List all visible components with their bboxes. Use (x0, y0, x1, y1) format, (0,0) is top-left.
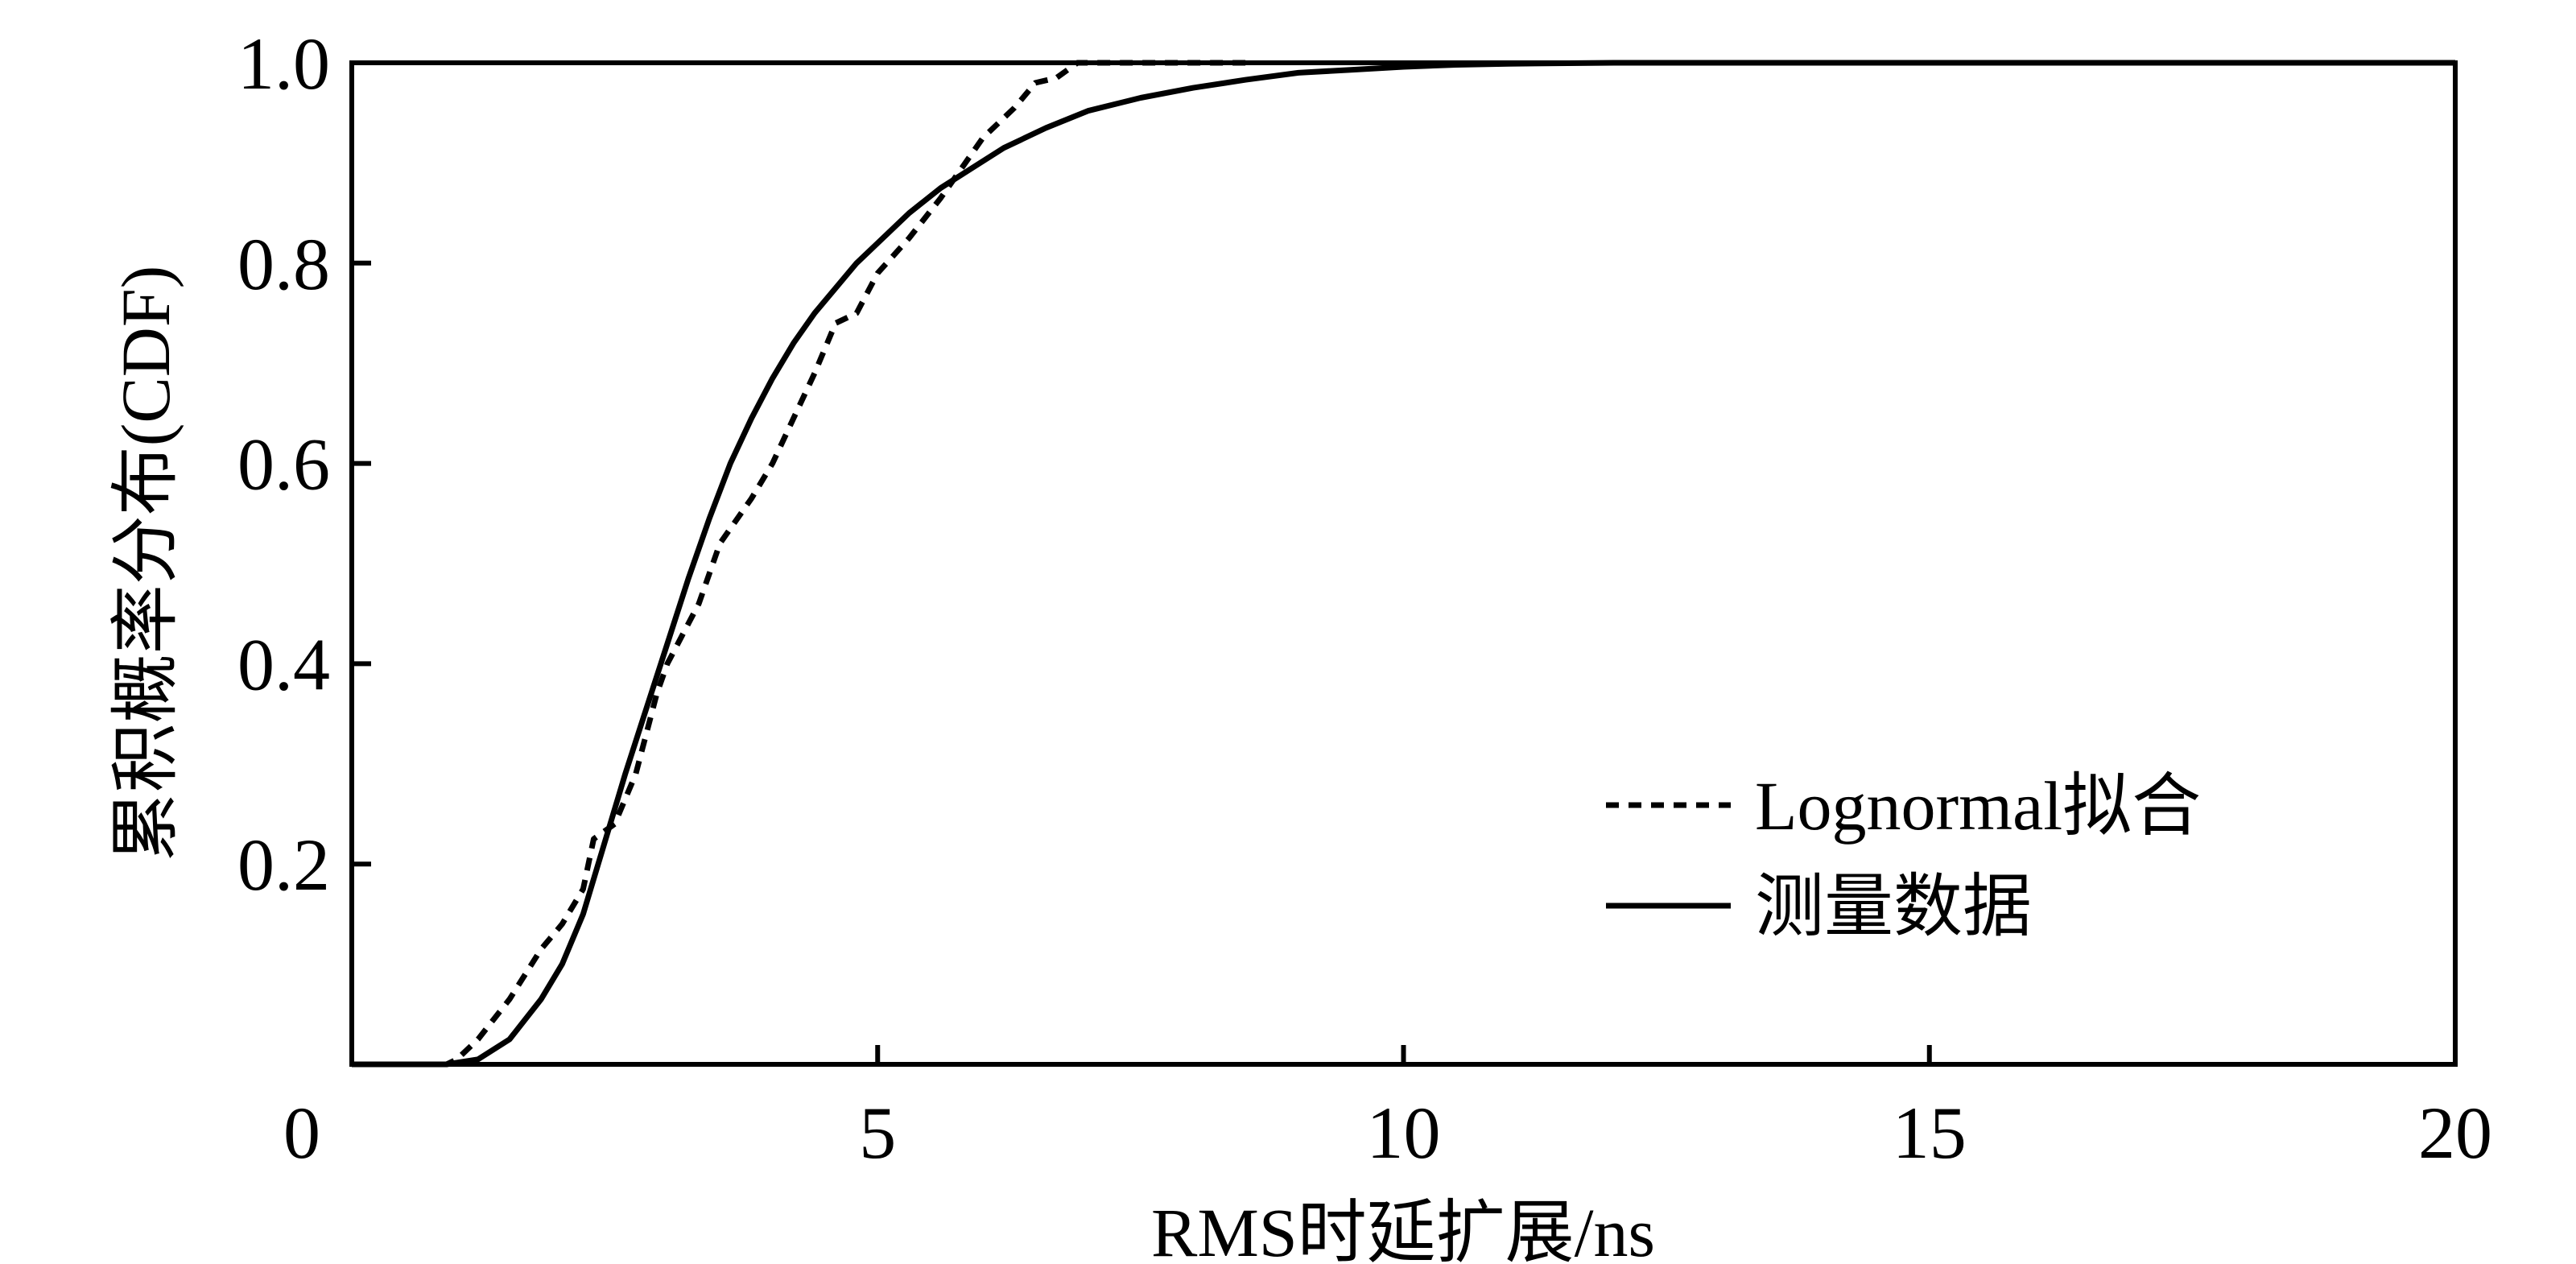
series-layer (352, 60, 2455, 1068)
plot-frame (349, 60, 2458, 1067)
series-line-measured-data (352, 60, 2455, 1068)
y-tick-label: 0.6 (237, 423, 330, 506)
legend-label-measured: 测量数据 (1755, 868, 2032, 945)
legend-label-lognormal: Lognormal拟合 (1755, 767, 2201, 845)
y-tick-label: 1.0 (237, 23, 330, 105)
series-line-lognormal-fit (352, 60, 1246, 1068)
y-tick-label: 0.8 (237, 223, 330, 305)
y-tick-label: 0.2 (237, 824, 330, 906)
x-tick-label: 20 (2418, 1092, 2492, 1174)
x-axis-title: RMS时延扩展/ns (1151, 1194, 1655, 1264)
y-axis-title: 累积概率分布(CDF) (107, 266, 184, 862)
legend: Lognormal拟合 测量数据 (1606, 767, 2201, 945)
x-tick-label: 10 (1367, 1092, 1441, 1174)
y-tick-label: 0.4 (237, 623, 330, 705)
tick-layer: 0 5 10 15 20 0.2 0.4 0.6 0.8 1.0 (237, 23, 2492, 1174)
x-tick-label: 15 (1893, 1092, 1967, 1174)
x-tick-label: 0 (283, 1092, 320, 1174)
x-tick-label: 5 (859, 1092, 896, 1174)
